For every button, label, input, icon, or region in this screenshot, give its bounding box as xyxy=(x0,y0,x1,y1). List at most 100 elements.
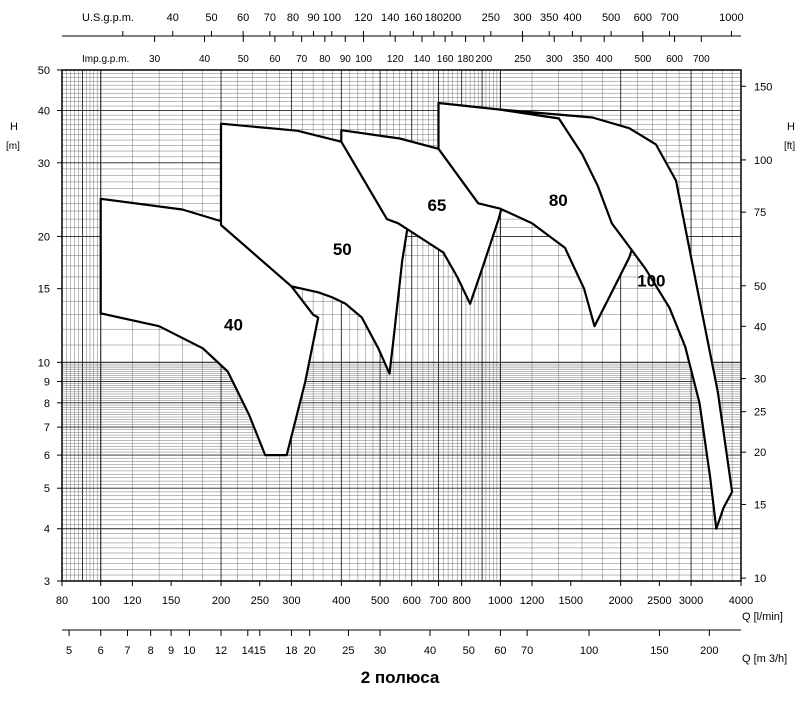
lmin-tick-label: 150 xyxy=(162,595,180,607)
usgpm-tick-label: 90 xyxy=(307,12,319,24)
impgpm-tick-label: 30 xyxy=(149,54,161,65)
usgpm-tick-label: 120 xyxy=(354,12,372,24)
plot-frame xyxy=(61,69,742,582)
right-axis-unit: [ft] xyxy=(784,141,795,152)
h-ft-tick-label: 10 xyxy=(754,573,766,585)
lmin-tick-label: 4000 xyxy=(729,595,753,607)
usgpm-tick-label: 300 xyxy=(513,12,531,24)
usgpm-tick-label: 180 xyxy=(425,12,443,24)
impgpm-tick-label: 400 xyxy=(596,54,613,65)
impgpm-tick-label: 140 xyxy=(414,54,431,65)
chart-caption: 2 полюса xyxy=(360,668,440,687)
h-m-tick-label: 15 xyxy=(38,284,50,296)
impgpm-tick-label: 500 xyxy=(635,54,652,65)
lmin-tick-label: 1200 xyxy=(520,595,544,607)
lmin-tick-label: 3000 xyxy=(679,595,703,607)
h-ft-tick-label: 150 xyxy=(754,81,772,93)
lmin-tick-label: 2000 xyxy=(608,595,632,607)
m3h-tick-label: 10 xyxy=(183,645,195,657)
m3h-tick-label: 30 xyxy=(374,645,386,657)
impgpm-tick-label: 50 xyxy=(238,54,250,65)
h-m-tick-label: 7 xyxy=(44,422,50,434)
impgpm-tick-label: 600 xyxy=(666,54,683,65)
impgpm-tick-label: 70 xyxy=(296,54,308,65)
impgpm-tick-label: 90 xyxy=(340,54,352,65)
m3h-tick-label: 70 xyxy=(521,645,533,657)
h-m-tick-label: 30 xyxy=(38,158,50,170)
usgpm-tick-label: 70 xyxy=(264,12,276,24)
h-m-tick-label: 5 xyxy=(44,483,50,495)
left-axis-symbol: H xyxy=(10,121,18,133)
impgpm-tick-label: 300 xyxy=(546,54,563,65)
h-ft-tick-label: 75 xyxy=(754,207,766,219)
h-m-tick-label: 4 xyxy=(44,524,50,536)
m3h-tick-label: 18 xyxy=(285,645,297,657)
h-m-tick-label: 8 xyxy=(44,398,50,410)
usgpm-tick-label: 400 xyxy=(563,12,581,24)
usgpm-tick-label: 50 xyxy=(205,12,217,24)
impgpm-tick-label: 200 xyxy=(476,54,493,65)
usgpm-tick-label: 200 xyxy=(443,12,461,24)
h-ft-tick-label: 25 xyxy=(754,407,766,419)
usgpm-tick-label: 40 xyxy=(167,12,179,24)
h-ft-tick-label: 100 xyxy=(754,155,772,167)
impgpm-tick-label: 40 xyxy=(199,54,211,65)
pump-performance-chart: 80 100 120 150 200 250 300 400 500 600 700 800 1000 1… xyxy=(6,12,795,665)
lmin-tick-label: 100 xyxy=(92,595,110,607)
lmin-tick-label: 80 xyxy=(56,595,68,607)
usgpm-tick-label: 600 xyxy=(634,12,652,24)
impgpm-tick-label: 700 xyxy=(693,54,710,65)
pump-curve-100 xyxy=(499,108,734,530)
m3h-tick-label: 60 xyxy=(494,645,506,657)
curve-label-50: 50 xyxy=(333,240,352,259)
lmin-tick-label: 1500 xyxy=(559,595,583,607)
lmin-tick-label: 800 xyxy=(452,595,470,607)
m3h-tick-label: 100 xyxy=(580,645,598,657)
h-m-tick-label: 6 xyxy=(44,450,50,462)
m3h-tick-label: 6 xyxy=(98,645,104,657)
axes: 80 100 120 150 200 250 300 400 500 600 700 800 1000 1… xyxy=(38,12,773,657)
m3h-tick-label: 7 xyxy=(124,645,130,657)
h-ft-tick-label: 40 xyxy=(754,321,766,333)
lmin-tick-label: 200 xyxy=(212,595,230,607)
impgpm-tick-label: 350 xyxy=(573,54,590,65)
lmin-tick-label: 120 xyxy=(123,595,141,607)
lmin-tick-label: 300 xyxy=(282,595,300,607)
usgpm-tick-label: 250 xyxy=(482,12,500,24)
impgpm-tick-label: 80 xyxy=(319,54,331,65)
h-ft-tick-label: 20 xyxy=(754,447,766,459)
usgpm-tick-label: 140 xyxy=(381,12,399,24)
m3h-tick-label: 9 xyxy=(168,645,174,657)
usgpm-tick-label: 1000 xyxy=(719,12,743,24)
m3h-tick-label: 20 xyxy=(304,645,316,657)
impgpm-tick-label: 160 xyxy=(437,54,454,65)
impgpm-tick-label: 100 xyxy=(355,54,372,65)
usgpm-tick-label: 350 xyxy=(540,12,558,24)
usgpm-tick-label: 500 xyxy=(602,12,620,24)
h-m-tick-label: 9 xyxy=(44,376,50,388)
lmin-tick-label: 600 xyxy=(403,595,421,607)
usgpm-tick-label: 60 xyxy=(237,12,249,24)
m3h-tick-label: 8 xyxy=(148,645,154,657)
curve-label-40: 40 xyxy=(224,316,243,335)
usgpm-tick-label: 80 xyxy=(287,12,299,24)
usgpm-tick-label: 160 xyxy=(404,12,422,24)
curve-label-80: 80 xyxy=(549,191,568,210)
left-axis-unit: [m] xyxy=(6,141,20,152)
curve-label-65: 65 xyxy=(427,196,446,215)
lmin-tick-label: 1000 xyxy=(488,595,512,607)
impgpm-axis-label: Imp.g.p.m. xyxy=(82,54,129,65)
h-ft-tick-label: 50 xyxy=(754,281,766,293)
m3h-tick-label: 5 xyxy=(66,645,72,657)
h-ft-tick-label: 15 xyxy=(754,499,766,511)
m3h-tick-label: 40 xyxy=(424,645,436,657)
m3h-tick-label: 25 xyxy=(342,645,354,657)
lmin-tick-label: 500 xyxy=(371,595,389,607)
h-m-tick-label: 50 xyxy=(38,65,50,77)
lmin-tick-label: 2500 xyxy=(647,595,671,607)
h-m-tick-label: 20 xyxy=(38,231,50,243)
usgpm-tick-label: 100 xyxy=(323,12,341,24)
h-m-tick-label: 3 xyxy=(44,576,50,588)
lmin-axis-label: Q [l/min] xyxy=(742,611,783,623)
h-m-tick-label: 40 xyxy=(38,106,50,118)
